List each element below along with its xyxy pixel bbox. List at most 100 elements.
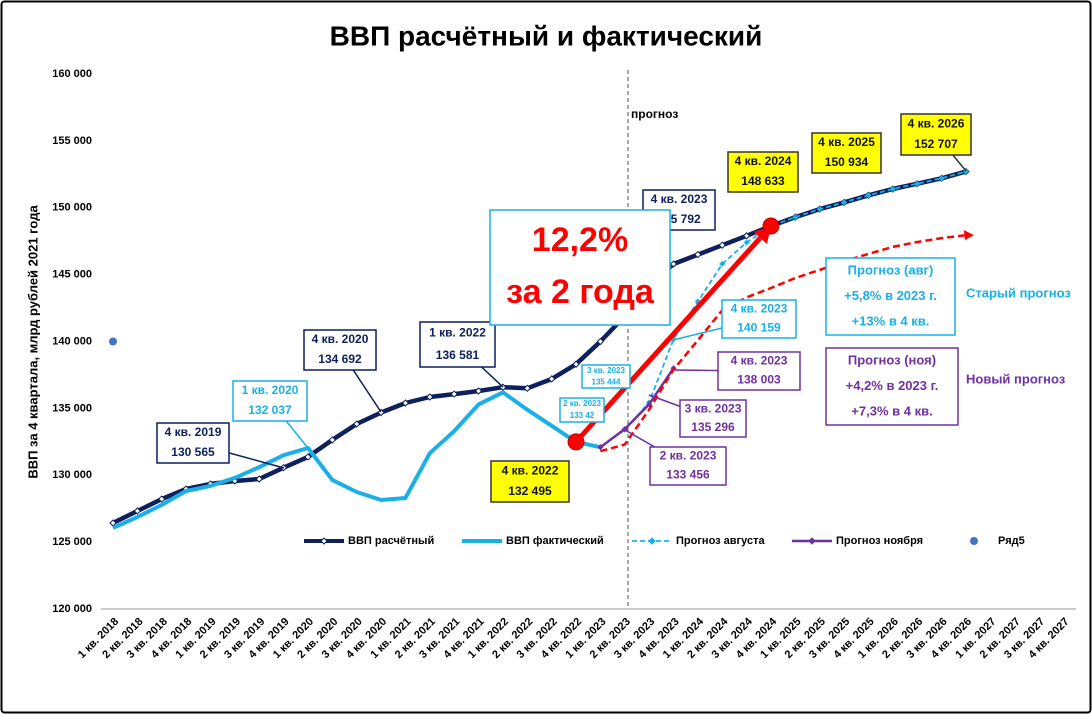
callout-text: 135 296 bbox=[691, 420, 735, 434]
callout-text: 1 кв. 2020 bbox=[242, 383, 299, 397]
point bbox=[914, 180, 921, 187]
callout-box bbox=[717, 351, 801, 391]
y-axis-label: ВВП за 4 квартала, млрд рублей 2021 года bbox=[25, 205, 40, 479]
y-tick-label: 120 000 bbox=[52, 603, 92, 615]
point bbox=[255, 475, 263, 483]
y-tick-label: 140 000 bbox=[52, 335, 92, 347]
growth-text: за 2 года bbox=[506, 273, 655, 311]
point bbox=[158, 495, 166, 503]
point bbox=[743, 239, 750, 246]
callout-box bbox=[727, 151, 799, 193]
callout-box bbox=[232, 380, 308, 422]
growth-arrow bbox=[574, 236, 763, 444]
series-line bbox=[600, 233, 967, 453]
legend-marker bbox=[648, 537, 656, 545]
point bbox=[304, 453, 312, 461]
side-label: Старый прогноз bbox=[966, 285, 1071, 300]
legend-label: ВВП фактический bbox=[506, 535, 604, 547]
point bbox=[547, 375, 556, 383]
series-line bbox=[112, 169, 967, 526]
callout-text: +4,2% в 2023 г. bbox=[846, 378, 939, 393]
point bbox=[719, 260, 726, 267]
legend-marker bbox=[808, 537, 816, 545]
legend-label: Прогноз августа bbox=[676, 535, 765, 547]
point bbox=[718, 241, 726, 249]
y-tick-label: 145 000 bbox=[52, 269, 92, 281]
callout-text: 132 037 bbox=[248, 403, 292, 417]
callout-text: 135 444 bbox=[592, 377, 621, 386]
point bbox=[109, 337, 117, 346]
callout-text: 4 кв. 2025 bbox=[818, 135, 875, 149]
callout-text: 152 707 bbox=[914, 137, 958, 151]
point bbox=[474, 387, 483, 395]
point bbox=[328, 436, 337, 444]
callout-box bbox=[679, 399, 747, 438]
callout-text: 4 кв. 2022 bbox=[502, 463, 559, 477]
y-tick-label: 125 000 bbox=[52, 536, 92, 548]
point bbox=[352, 420, 361, 428]
point bbox=[401, 399, 410, 407]
callout-text: 2 кв. 2023 bbox=[563, 399, 601, 408]
callout-text: 4 кв. 2023 bbox=[731, 354, 788, 368]
callout-box bbox=[900, 113, 972, 156]
callout-box bbox=[303, 329, 377, 371]
point bbox=[694, 250, 702, 259]
callout-box bbox=[649, 446, 727, 486]
y-tick-label: 155 000 bbox=[52, 135, 92, 147]
point bbox=[133, 507, 142, 515]
callout-box bbox=[825, 257, 956, 336]
callout-text: 136 581 bbox=[436, 348, 480, 362]
callout-box bbox=[419, 321, 496, 368]
callout-box bbox=[721, 299, 797, 339]
point bbox=[889, 186, 896, 193]
y-tick-label: 135 000 bbox=[52, 402, 92, 414]
point bbox=[865, 192, 872, 199]
point bbox=[572, 360, 580, 368]
callout-text: Прогноз (авг) bbox=[848, 262, 934, 277]
growth-box bbox=[489, 209, 671, 326]
callout-text: 3 кв. 2023 bbox=[685, 401, 742, 415]
side-label: Новый прогноз bbox=[966, 371, 1066, 386]
callout-text: 4 кв. 2023 bbox=[731, 302, 788, 316]
point bbox=[596, 337, 605, 346]
point bbox=[792, 214, 799, 221]
forecast-label: прогноз bbox=[631, 107, 678, 121]
callout-text: 133 456 bbox=[666, 468, 710, 482]
callout-text: 4 кв. 2019 bbox=[165, 425, 222, 439]
growth-text: 12,2% bbox=[532, 221, 628, 259]
point bbox=[742, 232, 751, 240]
y-tick-label: 160 000 bbox=[52, 68, 92, 80]
callout-text: +5,8% в 2023 г. bbox=[844, 288, 937, 303]
callout-box bbox=[825, 347, 959, 426]
point bbox=[523, 384, 531, 393]
legend-label: Прогноз ноября bbox=[836, 535, 923, 547]
point bbox=[426, 393, 434, 401]
legend-marker bbox=[970, 537, 978, 545]
point bbox=[499, 383, 507, 391]
callout-box bbox=[581, 364, 631, 389]
callout-text: +13% в 4 кв. bbox=[852, 314, 930, 329]
point bbox=[938, 175, 945, 182]
callout-text: Прогноз (ноя) bbox=[848, 352, 936, 367]
legend-label: ВВП расчётный bbox=[348, 535, 434, 547]
legend-label: Ряд5 bbox=[998, 535, 1025, 547]
callout-box bbox=[156, 422, 230, 464]
callout-box bbox=[490, 460, 570, 503]
callout-text: 4 кв. 2020 bbox=[312, 332, 369, 346]
callout-text: 3 кв. 2023 bbox=[587, 366, 625, 375]
growth-point bbox=[567, 433, 585, 451]
point bbox=[597, 444, 604, 451]
callout-text: 4 кв. 2023 bbox=[651, 192, 708, 206]
callout-text: 130 565 bbox=[171, 445, 215, 459]
y-tick-label: 150 000 bbox=[52, 202, 92, 214]
callout-text: 150 934 bbox=[825, 155, 869, 169]
point bbox=[841, 199, 848, 206]
point bbox=[450, 390, 458, 398]
callout-text: 4 кв. 2026 bbox=[908, 116, 965, 130]
callout-text: 132 495 bbox=[508, 484, 552, 498]
callout-text: 1 кв. 2022 bbox=[429, 325, 486, 339]
legend-marker bbox=[320, 537, 328, 545]
arrow-head bbox=[963, 230, 974, 241]
